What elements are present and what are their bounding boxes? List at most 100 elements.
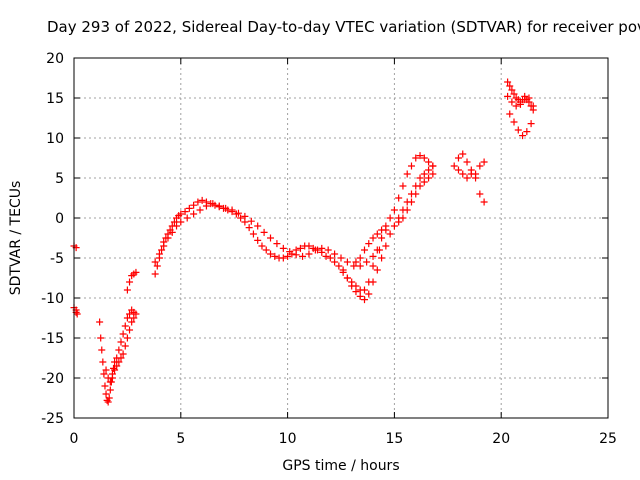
data-point — [311, 246, 319, 254]
data-point — [119, 350, 127, 358]
data-point — [348, 282, 356, 290]
data-point — [260, 228, 268, 236]
data-point — [375, 246, 383, 254]
data-point — [181, 208, 189, 216]
data-point — [360, 296, 368, 304]
data-point — [525, 94, 533, 102]
data-point — [506, 110, 514, 118]
data-point — [425, 166, 433, 174]
data-point — [160, 242, 168, 250]
data-point — [249, 230, 257, 238]
x-axis-label: GPS time / hours — [282, 458, 399, 474]
data-point — [527, 120, 535, 128]
data-point — [476, 162, 484, 170]
data-point — [373, 230, 381, 238]
data-point — [106, 378, 114, 386]
data-point — [356, 292, 364, 300]
data-point — [480, 158, 488, 166]
y-tick-label: 5 — [55, 171, 64, 187]
data-point — [360, 286, 368, 294]
data-point — [365, 290, 373, 298]
data-point — [73, 310, 81, 318]
y-tick-label: 10 — [46, 131, 64, 147]
data-point — [459, 170, 467, 178]
y-tick-label: -10 — [41, 291, 64, 307]
data-point — [399, 214, 407, 222]
data-point — [254, 222, 262, 230]
data-point — [222, 204, 230, 212]
data-point — [390, 206, 398, 214]
data-point — [399, 182, 407, 190]
data-point — [132, 268, 140, 276]
data-point — [153, 262, 161, 270]
data-point — [407, 198, 415, 206]
data-point — [155, 250, 163, 258]
data-points — [70, 78, 537, 406]
data-point — [454, 154, 462, 162]
data-point — [373, 266, 381, 274]
data-point — [476, 190, 484, 198]
data-point — [117, 354, 125, 362]
data-point — [123, 314, 131, 322]
data-point — [514, 126, 522, 134]
data-point — [416, 182, 424, 190]
grid — [74, 58, 608, 418]
data-point — [386, 230, 394, 238]
data-point — [123, 334, 131, 342]
data-point — [190, 201, 198, 209]
data-point — [472, 174, 480, 182]
data-point — [343, 274, 351, 282]
data-point — [403, 170, 411, 178]
x-tick-label: 5 — [176, 431, 185, 447]
data-point — [279, 254, 287, 262]
data-point — [425, 174, 433, 182]
data-point — [420, 154, 428, 162]
data-point — [111, 366, 119, 374]
data-point — [337, 254, 345, 262]
data-point — [450, 162, 458, 170]
data-point — [247, 217, 255, 225]
x-tick-label: 15 — [385, 431, 403, 447]
data-point — [425, 158, 433, 166]
data-point — [97, 334, 105, 342]
data-point — [369, 252, 377, 260]
y-tick-label: -25 — [41, 411, 64, 427]
data-point — [185, 204, 193, 212]
data-point — [104, 398, 112, 406]
data-point — [467, 170, 475, 178]
data-point — [151, 258, 159, 266]
data-point — [121, 322, 129, 330]
data-point — [363, 258, 371, 266]
data-point — [318, 244, 326, 252]
data-point — [170, 218, 178, 226]
data-point — [245, 224, 253, 232]
axis-ticks: 0 5 10 15 20 25 -25 -20 -15 -10 -5 0 5 10 15 20 — [41, 51, 617, 447]
data-point — [510, 90, 518, 98]
data-point — [395, 218, 403, 226]
data-point — [299, 252, 307, 260]
data-point — [106, 386, 114, 394]
data-point — [215, 202, 223, 210]
data-point — [386, 214, 394, 222]
data-point — [322, 252, 330, 260]
y-tick-label: 20 — [46, 51, 64, 67]
data-point — [126, 326, 134, 334]
data-point — [504, 92, 512, 100]
data-point — [98, 346, 106, 354]
x-tick-label: 20 — [492, 431, 510, 447]
plot-frame — [73, 57, 609, 419]
data-point — [196, 206, 204, 214]
data-point — [99, 358, 107, 366]
data-point — [521, 96, 529, 104]
data-point — [183, 214, 191, 222]
data-point — [382, 242, 390, 250]
data-point — [267, 234, 275, 242]
data-point — [126, 310, 134, 318]
data-point — [429, 162, 437, 170]
data-point — [121, 342, 129, 350]
data-point — [516, 100, 524, 108]
data-point — [416, 174, 424, 182]
data-point — [96, 318, 104, 326]
y-tick-label: 15 — [46, 91, 64, 107]
